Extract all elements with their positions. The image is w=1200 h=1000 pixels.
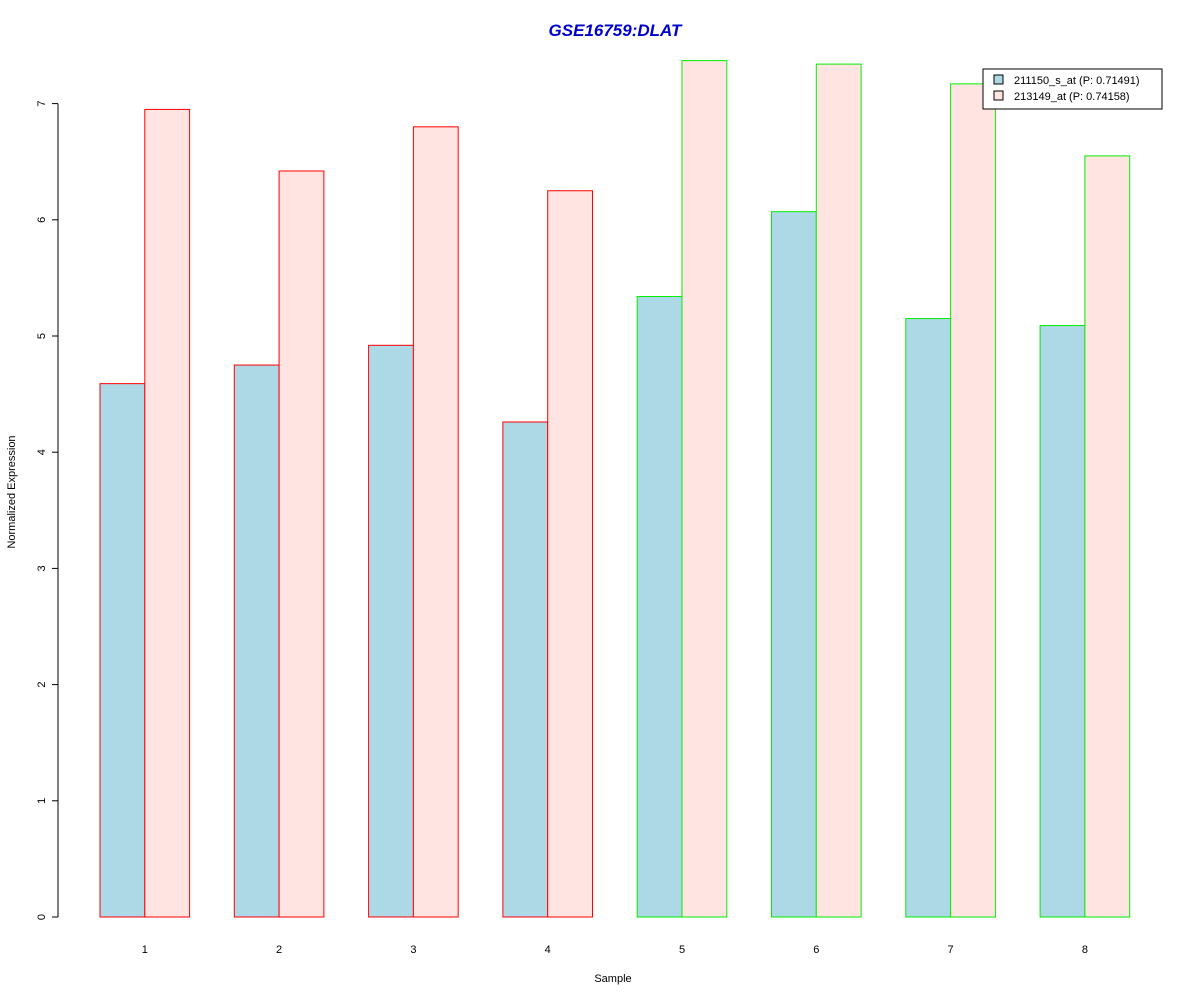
bar-sample-4-series-1: [502, 421, 549, 918]
bars: [99, 60, 1131, 918]
legend-label-1: 211150_s_at (P: 0.71491): [1014, 75, 1140, 87]
bar-sample-8-series-2: [1084, 155, 1131, 918]
x-tick-label: 4: [545, 944, 551, 956]
bar-sample-1-series-2: [144, 108, 191, 918]
y-tick-label: 2: [36, 682, 48, 688]
y-tick-label: 1: [36, 798, 48, 804]
x-tick-label: 1: [142, 944, 148, 956]
legend-swatch-2: [993, 90, 1004, 101]
bar-sample-7-series-2: [950, 83, 996, 918]
bar-sample-3-series-1: [368, 344, 414, 918]
legend: 211150_s_at (P: 0.71491) 213149_at (P: 0.…: [982, 68, 1163, 110]
y-axis-label: Normalized Expression: [6, 435, 18, 548]
x-axis: 1 2 3 4 5 6 7 8: [142, 944, 1088, 956]
x-tick-label: 5: [679, 944, 685, 956]
legend-label-2: 213149_at (P: 0.74158): [1014, 91, 1130, 103]
legend-swatch-1: [993, 74, 1004, 85]
bar-sample-1-series-1: [99, 383, 146, 918]
bar-sample-4-series-2: [547, 190, 594, 918]
chart-title: GSE16759:DLAT: [549, 21, 684, 40]
bar-sample-6-series-2: [815, 63, 862, 918]
y-tick-label: 4: [36, 449, 48, 455]
y-tick-label: 5: [36, 333, 48, 339]
legend-box: [982, 68, 1163, 110]
y-axis: 0 1 2 3 4 5 6 7: [36, 101, 59, 920]
bar-sample-2-series-1: [233, 364, 280, 918]
x-tick-label: 7: [948, 944, 954, 956]
y-tick-label: 6: [36, 217, 48, 223]
y-tick-label: 3: [36, 565, 48, 571]
x-tick-label: 6: [813, 944, 819, 956]
bar-sample-5-series-2: [681, 60, 728, 918]
y-tick-label: 7: [36, 101, 48, 107]
y-tick-label: 0: [36, 914, 48, 920]
bar-sample-2-series-2: [278, 170, 325, 918]
bar-sample-3-series-2: [412, 126, 459, 918]
x-axis-label: Sample: [594, 973, 631, 985]
x-tick-label: 8: [1082, 944, 1088, 956]
bar-sample-8-series-1: [1039, 325, 1086, 918]
bar-sample-7-series-1: [905, 318, 952, 918]
bar-sample-5-series-1: [636, 295, 683, 918]
bar-sample-6-series-1: [771, 211, 817, 918]
x-tick-label: 2: [276, 944, 282, 956]
x-tick-label: 3: [410, 944, 416, 956]
